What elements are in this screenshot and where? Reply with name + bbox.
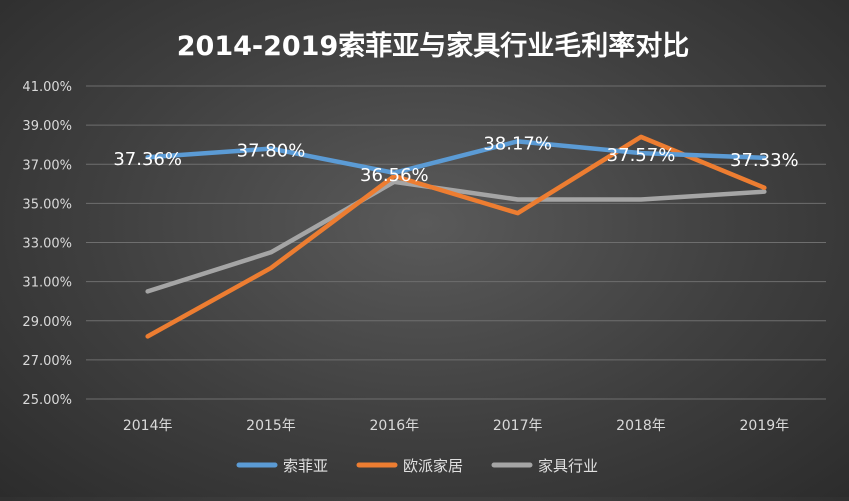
y-tick-label: 31.00%: [22, 276, 72, 291]
x-tick-label: 2018年: [616, 418, 666, 434]
x-tick-label: 2015年: [246, 418, 296, 434]
legend-label: 索菲亚: [283, 457, 328, 475]
legend-label: 家具行业: [538, 457, 598, 475]
legend: 索菲亚 欧派家居 家具行业: [236, 457, 598, 475]
y-tick-label: 39.00%: [22, 119, 72, 134]
x-tick-label: 2014年: [123, 418, 173, 434]
series-lines: [145, 134, 767, 339]
y-tick-label: 33.00%: [22, 237, 72, 252]
x-tick-label: 2019年: [740, 418, 790, 434]
x-axis-ticks: 2014年 2015年 2016年 2017年 2018年 2019年: [123, 418, 789, 434]
gridlines: [86, 85, 826, 400]
data-label: 37.36%: [113, 149, 182, 170]
data-label: 36.56%: [360, 165, 429, 186]
data-label: 37.80%: [237, 141, 306, 162]
data-label: 37.33%: [730, 150, 799, 171]
y-tick-label: 25.00%: [22, 393, 72, 408]
x-tick-label: 2016年: [370, 418, 420, 434]
data-labels: 37.36% 37.80% 36.56% 38.17% 37.57% 37.33%: [113, 133, 798, 185]
y-tick-label: 41.00%: [22, 80, 72, 95]
data-label: 38.17%: [483, 133, 552, 154]
y-tick-label: 29.00%: [22, 315, 72, 330]
series-line-1: [145, 139, 767, 176]
legend-label: 欧派家居: [403, 457, 463, 475]
y-tick-label: 37.00%: [22, 158, 72, 173]
y-tick-label: 35.00%: [22, 197, 72, 212]
data-label: 37.57%: [607, 145, 676, 166]
chart-title: 2014-2019索菲亚与家具行业毛利率对比: [177, 30, 690, 62]
series-line-3: [145, 179, 767, 294]
y-tick-label: 27.00%: [22, 354, 72, 369]
x-tick-label: 2017年: [493, 418, 543, 434]
series-line-2: [145, 134, 767, 339]
y-axis-ticks: 41.00% 39.00% 37.00% 35.00% 33.00% 31.00% 29.0…: [22, 80, 72, 408]
